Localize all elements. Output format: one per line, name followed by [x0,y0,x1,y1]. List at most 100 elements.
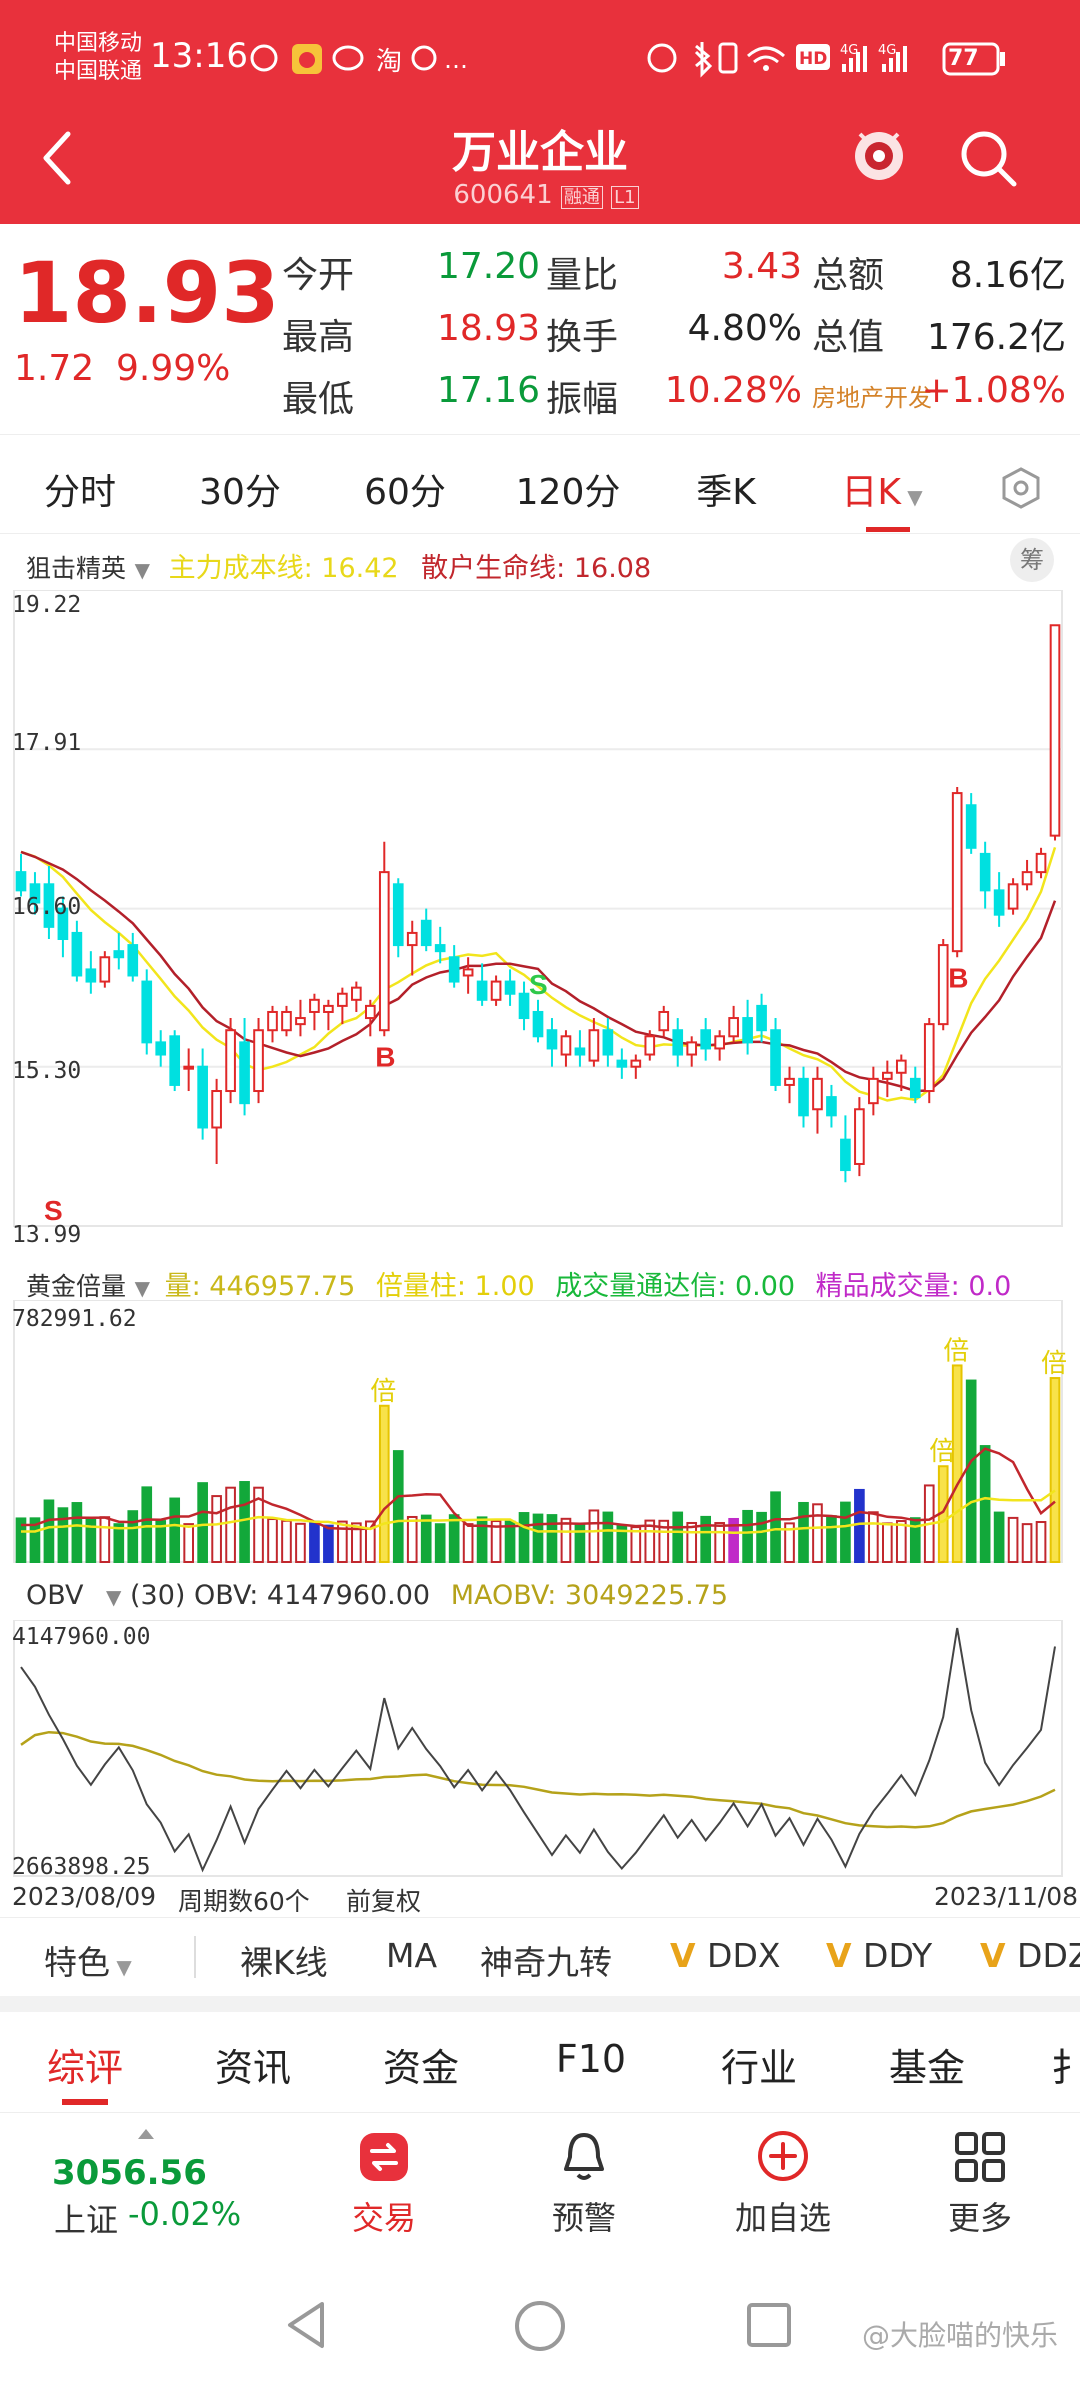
chip-distribution-button[interactable]: 筹 [1010,538,1054,582]
tab-fund[interactable]: 基金 [888,2046,965,2090]
candle [644,1035,656,1056]
obv-indicator-name[interactable]: OBV [26,1580,84,1611]
volume-bar [406,1515,418,1563]
candle [728,1017,739,1038]
ddz-button[interactable]: V DDZ [980,1936,1080,1975]
more-grid-icon[interactable] [954,2131,1006,2183]
tab-quarterly[interactable]: 季K [696,472,756,513]
candle [937,944,949,1026]
tab-industry[interactable]: 行业 [720,2046,797,2090]
ma-button[interactable]: MA [386,1936,438,1975]
index-change: -0.02% [128,2195,242,2233]
expand-arrow-icon[interactable] [138,2129,154,2139]
trade-icon[interactable] [358,2131,410,2183]
candlestick-chart[interactable]: S B S B [0,590,1080,1270]
end-date: 2023/11/08 [934,1882,1079,1911]
magic-nine-button[interactable]: 神奇九转 [480,1943,612,1982]
add-watchlist-icon[interactable] [756,2129,810,2183]
mascot-icon[interactable] [846,120,912,190]
index-value[interactable]: 3056.56 [52,2153,207,2193]
volume-indicator-dropdown-icon[interactable]: ▼ [134,1276,150,1300]
sector-change[interactable]: +1.08% [921,370,1066,411]
turnover-amount-label: 总额 [812,255,885,296]
main-indicator-name[interactable]: 狙击精英 [26,554,127,583]
main-cost-line-value: 主力成本线: 16.42 [168,553,399,584]
candle [854,1108,865,1165]
recents-square-icon[interactable] [744,2300,794,2350]
tab-60min[interactable]: 60分 [364,472,446,513]
adjust-mode[interactable]: 前复权 [346,1887,422,1916]
candle [476,980,488,1001]
candle [756,1004,767,1032]
obv-dropdown-icon[interactable]: ▼ [106,1585,122,1609]
settings-icon[interactable] [998,465,1044,511]
active-subtab-indicator [62,2099,108,2105]
candle [364,1004,376,1020]
svg-text:HD: HD [799,49,827,69]
active-tab-indicator [866,527,910,532]
tab-daily[interactable]: 日K ▼ [841,472,923,513]
divider [194,1936,196,1978]
vip-icon: V [826,1936,864,1975]
volume-bar [560,1517,572,1563]
volume-bar [225,1486,236,1563]
main-indicator-dropdown-icon[interactable]: ▼ [134,558,150,582]
volume-bar [43,1499,55,1564]
tab-news[interactable]: 资讯 [214,2046,291,2090]
candle [309,998,320,1013]
volume-bar [546,1514,558,1563]
volume-bar [476,1516,488,1563]
volume-bar [267,1518,278,1563]
volume-bar [490,1520,502,1564]
tab-comprehensive[interactable]: 综评 [46,2046,123,2090]
sector-label[interactable]: 房地产开发 [812,384,932,412]
candle [420,919,432,947]
tab-more[interactable]: 扌 [1050,2046,1080,2090]
bell-icon[interactable] [558,2129,610,2185]
candle [462,968,474,977]
app-header: 中国移动 中国联通 13:16 淘 … HD 4G 4G 77 万业企业 600… [0,0,1080,224]
volume-bar [798,1501,809,1564]
tab-intraday[interactable]: 分时 [43,472,116,513]
nav-trade[interactable]: 交易 [351,2199,416,2237]
naked-k-button[interactable]: 裸K线 [240,1943,328,1982]
candle [1049,624,1061,837]
nav-add-watchlist[interactable]: 加自选 [734,2199,831,2237]
volume-bar [909,1517,921,1564]
home-circle-icon[interactable] [512,2298,568,2354]
obv-chart[interactable] [0,1620,1080,1880]
ddx-button[interactable]: V DDX [670,1936,781,1975]
volume-bar [658,1519,670,1564]
candle [574,1047,586,1056]
volume-chart[interactable]: 倍倍倍倍 [0,1300,1080,1570]
volume-bar [644,1519,656,1563]
tab-120min[interactable]: 120分 [515,472,621,513]
volume-indicator-name[interactable]: 黄金倍量 [26,1272,127,1301]
candle [518,992,530,1020]
back-triangle-icon[interactable] [282,2298,332,2352]
volume-bar [756,1511,767,1563]
nav-alert[interactable]: 预警 [551,2199,616,2237]
ddy-button[interactable]: V DDY [826,1936,933,1975]
volume-bar [71,1502,83,1563]
candle [197,1065,208,1129]
tab-capital[interactable]: 资金 [382,2046,459,2090]
amplitude-label: 振幅 [546,379,619,420]
double-volume-marker: 倍 [929,1437,955,1467]
tab-f10[interactable]: F10 [555,2037,627,2081]
period-count: 周期数60个 [178,1887,310,1916]
special-menu[interactable]: 特色 ▼ [44,1943,132,1982]
tab-30min[interactable]: 30分 [199,472,281,513]
price-change-pct: 9.99% [116,348,231,389]
main-cost-line [20,847,1057,1102]
candle [798,1077,809,1117]
volume-bar [854,1488,865,1564]
candle [882,1071,893,1080]
volume-bar [323,1524,334,1563]
nav-more[interactable]: 更多 [947,2199,1012,2237]
volume-bar [462,1523,474,1563]
stock-code-row: 600641 融通 L1 [436,180,656,210]
search-icon[interactable] [954,124,1024,194]
back-icon[interactable] [38,128,78,188]
volume-bar [337,1520,348,1563]
